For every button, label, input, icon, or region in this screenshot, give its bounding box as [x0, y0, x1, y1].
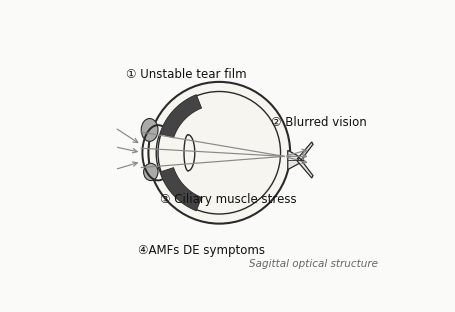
Circle shape: [148, 82, 289, 224]
Text: ① Unstable tear film: ① Unstable tear film: [125, 68, 246, 81]
Text: ④AMFs DE symptoms: ④AMFs DE symptoms: [137, 244, 264, 256]
Ellipse shape: [143, 163, 158, 181]
Polygon shape: [160, 168, 201, 211]
Ellipse shape: [141, 119, 158, 141]
Text: ② Blurred vision: ② Blurred vision: [270, 116, 366, 129]
Polygon shape: [160, 95, 201, 138]
Text: ③ Ciliary muscle stress: ③ Ciliary muscle stress: [160, 193, 296, 206]
Polygon shape: [297, 142, 312, 162]
Text: Sagittal optical structure: Sagittal optical structure: [249, 260, 378, 270]
Polygon shape: [287, 150, 303, 170]
Polygon shape: [297, 158, 312, 178]
